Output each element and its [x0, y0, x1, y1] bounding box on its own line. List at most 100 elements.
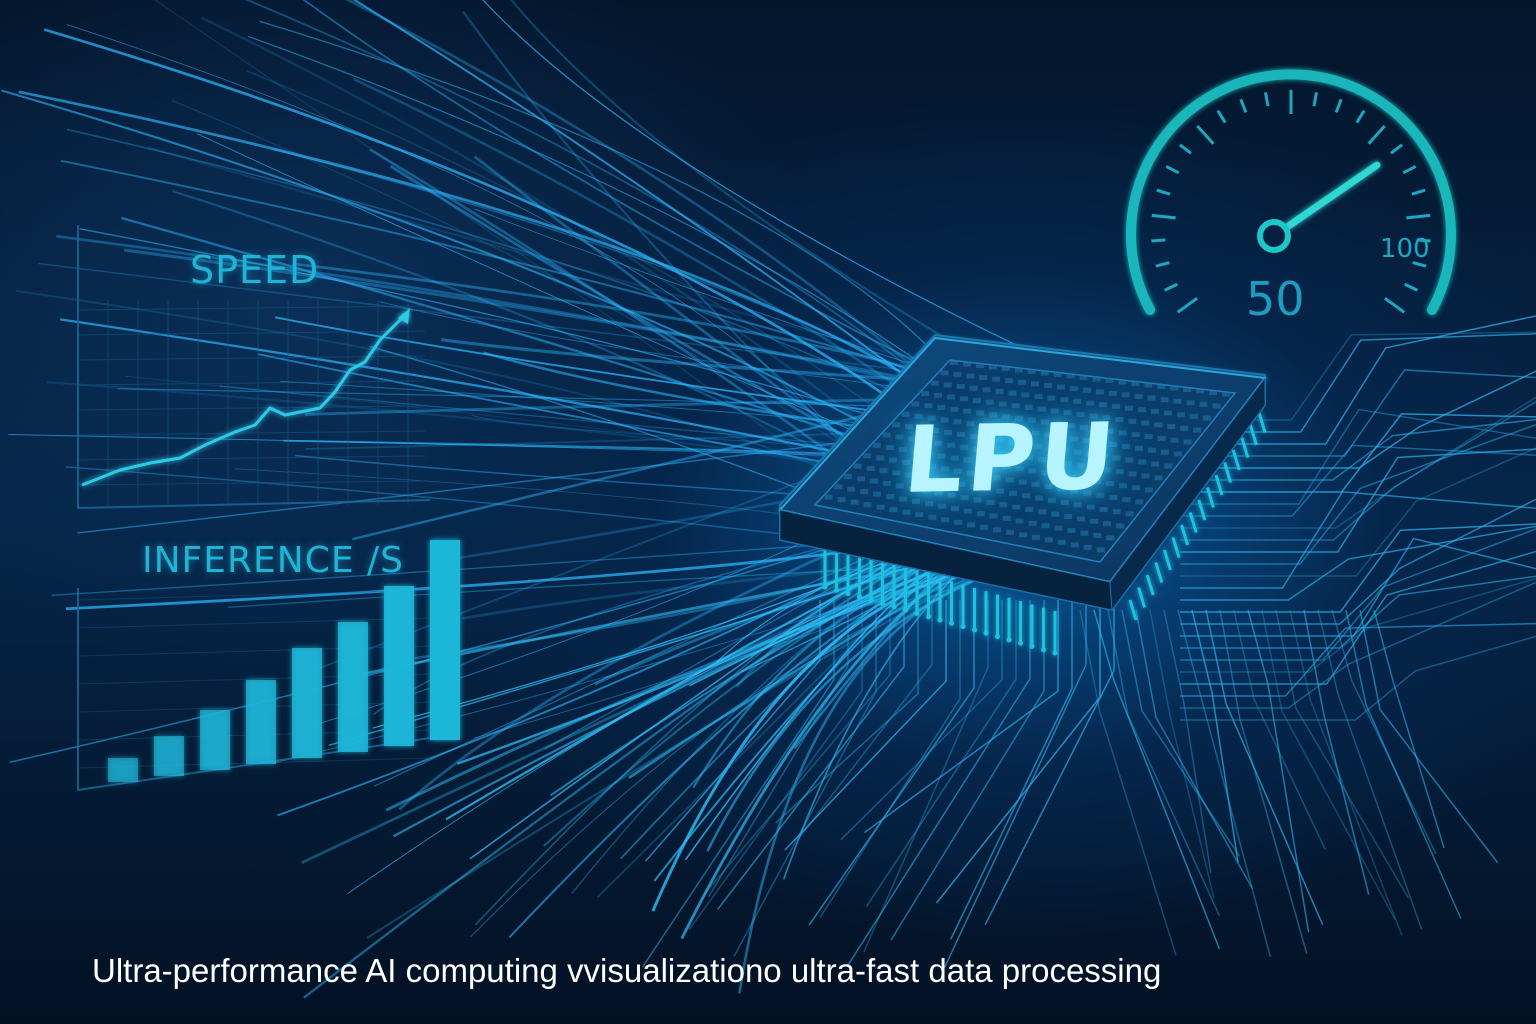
- chip-cell: [988, 364, 997, 370]
- chip-pin: [1214, 474, 1224, 496]
- chip-cell: [1125, 511, 1134, 517]
- chip-cell: [1144, 434, 1153, 439]
- chip-cell: [1118, 379, 1127, 385]
- circuit-trace: [1180, 622, 1536, 697]
- circuit-trace: [1180, 525, 1536, 601]
- chip-cell: [889, 457, 898, 463]
- chip-cell: [1189, 413, 1198, 419]
- gauge-tick: [1155, 261, 1170, 268]
- grid-line: [77, 330, 426, 336]
- chip-cell: [1037, 406, 1046, 412]
- circuit-trace: [1180, 498, 1536, 625]
- chip-cell: [1031, 534, 1040, 540]
- chip-pin-tip: [972, 627, 977, 633]
- chip-cell: [1105, 378, 1114, 383]
- chip-cell: [901, 411, 910, 417]
- chip-cell: [911, 401, 920, 407]
- circuit-trace: [1079, 609, 1177, 956]
- chip-pin: [1248, 424, 1258, 446]
- chip-cell: [863, 453, 872, 459]
- chip-cell: [1031, 481, 1040, 487]
- chip-cell: [970, 484, 979, 490]
- grid-line: [77, 405, 426, 411]
- chip-cell: [972, 398, 981, 403]
- chip-cell: [996, 488, 1005, 494]
- streak-line: [471, 414, 923, 452]
- chip-cell: [1008, 439, 1017, 445]
- chip-cell: [976, 511, 985, 517]
- chip-cell: [918, 426, 927, 432]
- chip-cell: [1005, 426, 1014, 432]
- chip-cell: [915, 512, 924, 518]
- circuit-trace: [1219, 609, 1308, 955]
- chip-cell: [982, 435, 991, 441]
- chip-cell: [1044, 383, 1052, 388]
- circuit-trace: [984, 600, 1115, 926]
- chip-cell: [1019, 532, 1027, 538]
- chip-cell: [963, 408, 972, 414]
- speed-chart-title: SPEED: [190, 248, 320, 292]
- gauge-tick: [1406, 213, 1431, 220]
- chip-cell: [1105, 428, 1114, 434]
- chip-cell: [1138, 459, 1147, 465]
- gauge-tick: [1367, 124, 1386, 145]
- chip-cell: [1157, 435, 1166, 441]
- chip-cell: [1118, 430, 1127, 436]
- chip-cell: [1144, 487, 1153, 493]
- chip-cell: [905, 472, 914, 478]
- chip-cell: [925, 501, 933, 507]
- chip-cell: [934, 392, 942, 398]
- chip-cell: [1083, 490, 1092, 496]
- chip-cell: [1135, 445, 1143, 451]
- chip-cell: [1090, 518, 1099, 524]
- chip-cell: [1001, 366, 1010, 371]
- grid-line: [77, 305, 426, 311]
- circuit-trace: [863, 600, 989, 953]
- chip-cell: [1154, 422, 1163, 428]
- gauge-tick: [1151, 213, 1176, 220]
- chip-cell: [866, 465, 875, 471]
- chip-cell: [1096, 440, 1105, 446]
- chip-cell: [1028, 520, 1037, 526]
- chip-cell: [1115, 417, 1124, 423]
- chip-cell: [1209, 390, 1218, 395]
- grid-line: [77, 589, 431, 601]
- chip-cell: [1096, 492, 1105, 498]
- chip-cell: [928, 464, 936, 470]
- circuit-trace: [1180, 447, 1536, 577]
- chip-pin: [1162, 549, 1172, 571]
- chip-cell: [1108, 390, 1117, 396]
- chip-cell: [937, 503, 946, 509]
- circuit-trace: [1289, 609, 1403, 936]
- circuit-trace: [733, 600, 877, 957]
- chip-cell: [1080, 476, 1089, 482]
- chip-cell: [892, 470, 901, 476]
- chip-cell: [944, 479, 953, 485]
- chip-cell: [1041, 523, 1050, 529]
- chip-cell: [943, 382, 952, 388]
- chip-cell: [976, 410, 985, 416]
- chip-cell: [1096, 547, 1105, 553]
- circuit-trace: [840, 600, 1003, 841]
- chip-cell: [1054, 472, 1063, 478]
- chip-cell: [1164, 463, 1173, 469]
- chip-cell: [1053, 421, 1062, 427]
- chip-cell: [1134, 394, 1143, 399]
- circuit-trace: [1180, 369, 1536, 457]
- circuit-trace: [1180, 418, 1536, 481]
- chip-pin-tip: [891, 604, 897, 610]
- chip-cell: [934, 440, 943, 446]
- circuit-trace: [1331, 609, 1437, 855]
- chip-pin-tip: [937, 617, 943, 623]
- chip-cell: [927, 415, 936, 421]
- chip-cell: [1131, 381, 1140, 386]
- chip-cell: [1116, 523, 1124, 529]
- streak-line: [123, 248, 962, 392]
- circuit-trace: [1180, 635, 1536, 721]
- chip-cell: [1005, 378, 1014, 384]
- chip-cell: [1125, 405, 1133, 411]
- chip-cell: [882, 481, 891, 486]
- chip-pin: [1240, 437, 1250, 458]
- caption: Ultra-performance AI computing vvisualiz…: [92, 952, 1162, 989]
